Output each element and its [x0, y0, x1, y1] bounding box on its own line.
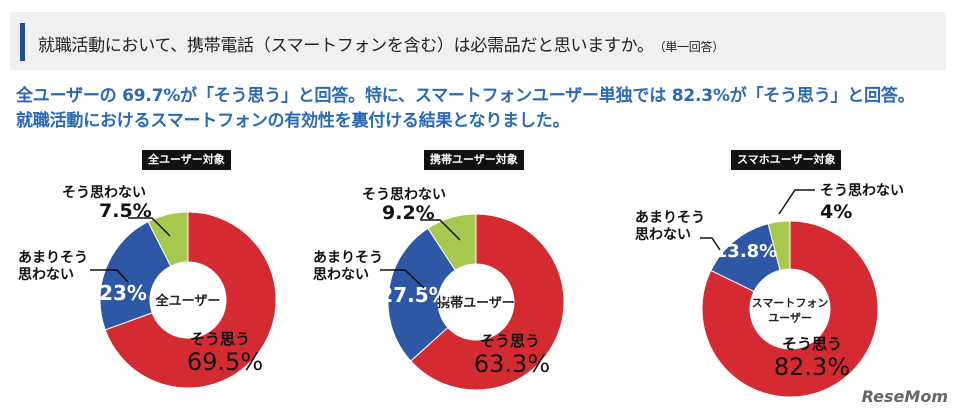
question-note: （単一回答）	[659, 40, 725, 54]
donut-2-center-label: ユーザー	[768, 312, 812, 325]
chart-title-smartphone-users: スマホユーザー対象	[731, 150, 842, 170]
donut-0-slice-somewhat-disagree	[99, 220, 172, 331]
donut-2-leader-disagree	[778, 189, 815, 215]
donut-1-label-disagree: そう思わない	[362, 187, 446, 203]
donut-0-label-somewhat-disagree: あまりそう	[18, 250, 88, 266]
donut-2-value-disagree: 4%	[820, 201, 852, 223]
donut-2-value-somewhat-disagree: 13.8%	[715, 241, 777, 262]
donut-0-leader-somewhat-disagree	[90, 269, 129, 283]
question-main: 就職活動において、携帯電話（スマートフォンを含む）は必需品だと思いますか。	[38, 36, 654, 56]
donut-0-value-somewhat-disagree: 23%	[99, 281, 147, 305]
summary-line-1: 全ユーザーの 69.7%が「そう思う」と回答。特に、スマートフォンユーザー単独で…	[16, 86, 915, 106]
donut-1-leader-somewhat-disagree	[380, 269, 425, 289]
donut-2-label-agree: そう思う	[782, 335, 842, 353]
donut-1-label-agree: そう思う	[480, 332, 540, 350]
donut-2-slice-agree	[701, 220, 879, 398]
chart-title-mobile-users: 携帯ユーザー対象	[424, 150, 524, 170]
donut-2-slice-disagree	[767, 220, 791, 271]
donut-1-label-somewhat-disagree: 思わない	[313, 267, 369, 283]
donut-0-value-agree: 69.5%	[187, 348, 263, 376]
donut-1-slice-agree	[410, 213, 565, 391]
donut-0-slice-agree	[104, 211, 277, 389]
donut-0-value-disagree: 7.5%	[99, 200, 152, 222]
donut-1-value-agree: 63.3%	[474, 350, 550, 378]
summary-line-2: 就職活動におけるスマートフォンの有効性を裏付ける結果となりました。	[16, 111, 570, 131]
question-accent-bar	[20, 23, 25, 61]
donut-1-leader-disagree	[420, 219, 461, 241]
summary: 全ユーザーの 69.7%が「そう思う」と回答。特に、スマートフォンユーザー単独で…	[16, 84, 956, 134]
donut-1-value-disagree: 9.2%	[382, 202, 435, 224]
donut-0-label-somewhat-disagree: 思わない	[18, 267, 74, 283]
donut-2-center-label: スマートフォン	[752, 297, 829, 310]
donut-0-label-disagree: そう思わない	[62, 185, 146, 201]
donut-1-slice-somewhat-disagree	[387, 227, 456, 362]
donut-1-value-somewhat-disagree: 27.5%	[379, 283, 448, 307]
donut-2-label-disagree: そう思わない	[820, 183, 904, 199]
donut-0-center-label: 全ユーザー	[155, 293, 221, 309]
question-box: 就職活動において、携帯電話（スマートフォンを含む）は必需品だと思いますか。 （単一…	[10, 12, 946, 70]
donut-0-leader-disagree	[128, 217, 171, 237]
donut-2-label-somewhat-disagree: 思わない	[635, 227, 691, 243]
resemom-logo: ReseMom	[861, 387, 948, 406]
donut-2-label-somewhat-disagree: あまりそう	[635, 210, 705, 226]
donut-2-value-agree: 82.3%	[774, 353, 850, 381]
chart-title-all-users: 全ユーザー対象	[142, 150, 231, 170]
donut-2-leader-somewhat-disagree	[700, 237, 721, 251]
donut-1-label-somewhat-disagree: あまりそう	[313, 250, 383, 266]
donut-0-slice-disagree	[147, 211, 189, 267]
donut-1-center-label: 携帯ユーザー	[437, 295, 515, 311]
donut-0-label-agree: そう思う	[190, 330, 250, 348]
question-text: 就職活動において、携帯電話（スマートフォンを含む）は必需品だと思いますか。 （単一…	[38, 31, 724, 56]
